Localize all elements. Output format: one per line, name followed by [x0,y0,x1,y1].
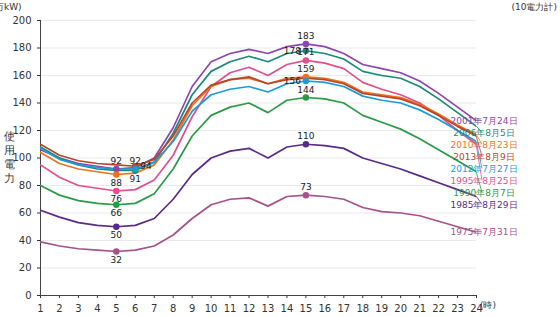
svg-text:15: 15 [300,303,313,314]
svg-text:(百万kW): (百万kW) [0,2,22,12]
svg-text:13: 13 [262,303,275,314]
svg-text:10: 10 [205,303,218,314]
svg-text:2001年7月24日: 2001年7月24日 [450,116,517,126]
svg-text:1: 1 [37,303,43,314]
svg-text:8: 8 [170,303,176,314]
svg-text:66: 66 [111,208,123,218]
svg-text:120: 120 [12,125,31,136]
svg-text:2010年8月23日: 2010年8月23日 [450,140,517,150]
svg-text:183: 183 [297,31,314,41]
svg-text:200: 200 [12,15,31,26]
svg-text:19: 19 [375,303,388,314]
svg-text:2012年7月27日: 2012年7月27日 [450,164,517,174]
svg-text:14: 14 [281,303,294,314]
svg-text:(10電力計): (10電力計) [512,2,557,12]
svg-text:(時): (時) [480,300,496,310]
svg-text:1975年7月31日: 1975年7月31日 [450,227,517,237]
svg-text:2013年8月9日: 2013年8月9日 [453,152,514,162]
svg-text:156: 156 [284,76,301,86]
svg-text:100: 100 [12,152,31,163]
svg-text:23: 23 [451,303,464,314]
svg-text:76: 76 [111,194,123,204]
svg-text:22: 22 [432,303,445,314]
svg-text:1990年8月7日: 1990年8月7日 [453,188,514,198]
svg-text:20: 20 [19,262,32,273]
svg-text:20: 20 [394,303,407,314]
svg-text:60: 60 [19,207,32,218]
svg-text:4: 4 [94,303,100,314]
svg-text:1985年8月29日: 1985年8月29日 [450,200,517,210]
svg-text:3: 3 [75,303,81,314]
svg-text:92: 92 [130,156,141,166]
svg-text:6: 6 [132,303,138,314]
svg-text:140: 140 [12,97,31,108]
svg-text:40: 40 [19,235,32,246]
svg-text:80: 80 [19,180,32,191]
svg-text:180: 180 [12,42,31,53]
svg-text:24: 24 [470,302,483,314]
svg-text:50: 50 [111,230,123,240]
svg-text:0: 0 [25,290,31,301]
svg-text:5: 5 [113,303,119,314]
svg-text:1995年8月25日: 1995年8月25日 [450,176,517,186]
svg-text:用: 用 [4,144,15,157]
svg-text:144: 144 [297,85,314,95]
svg-text:18: 18 [356,303,369,314]
svg-text:159: 159 [297,64,314,74]
svg-text:12: 12 [243,303,256,314]
svg-text:92: 92 [111,156,122,166]
svg-text:32: 32 [111,255,122,265]
svg-text:9: 9 [189,303,195,314]
svg-text:2: 2 [56,303,62,314]
svg-text:110: 110 [297,131,314,141]
svg-text:171: 171 [297,47,315,58]
svg-text:73: 73 [300,182,311,192]
svg-text:178: 178 [284,46,301,56]
svg-text:電: 電 [4,158,15,171]
svg-text:11: 11 [224,303,237,314]
svg-text:7: 7 [151,303,157,314]
svg-text:使: 使 [4,130,15,143]
svg-text:88: 88 [111,178,123,188]
svg-text:力: 力 [4,172,15,185]
svg-text:16: 16 [318,303,331,314]
svg-text:21: 21 [413,303,426,314]
svg-text:91: 91 [130,174,141,184]
svg-text:160: 160 [12,70,31,81]
svg-text:2006年8月5日: 2006年8月5日 [453,128,514,138]
svg-text:17: 17 [337,303,350,314]
svg-text:94: 94 [140,161,152,171]
